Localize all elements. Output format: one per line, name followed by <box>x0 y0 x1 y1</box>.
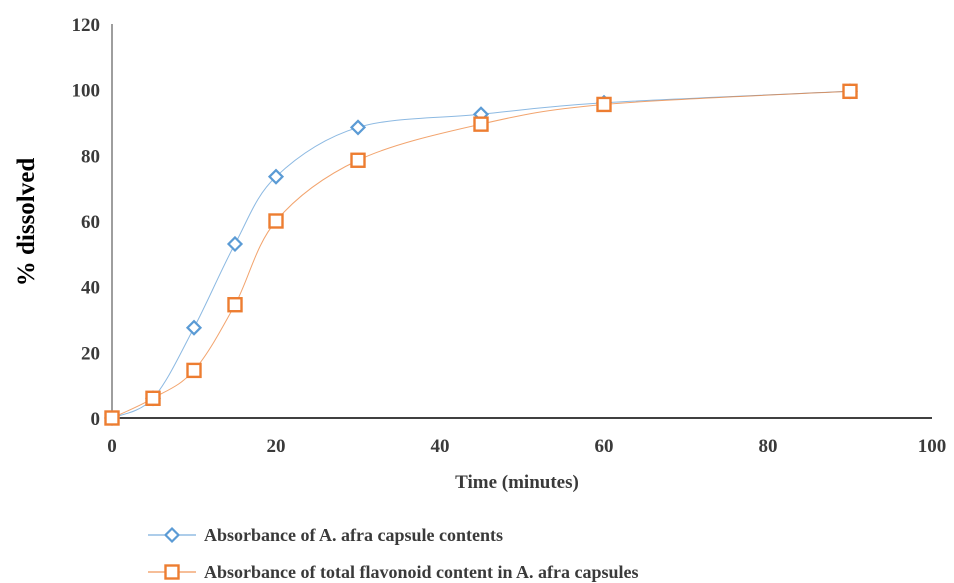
y-tick-label: 120 <box>72 15 101 36</box>
x-tick-label: 80 <box>759 436 778 457</box>
data-point <box>226 235 244 253</box>
data-point <box>349 119 367 136</box>
x-tick-label: 20 <box>267 436 286 457</box>
legend-label: Absorbance of A. afra capsule contents <box>204 525 503 545</box>
data-point <box>842 83 858 100</box>
data-point <box>186 362 202 379</box>
x-tick-label: 100 <box>918 436 947 457</box>
legend-item: Absorbance of A. afra capsule contents <box>148 525 503 545</box>
legend-marker <box>163 526 181 544</box>
data-point <box>473 116 489 132</box>
data-point <box>185 319 203 336</box>
y-tick-label: 80 <box>81 146 100 167</box>
data-point <box>104 410 120 426</box>
y-tick-label: 40 <box>81 278 100 299</box>
series-line <box>111 90 851 419</box>
x-tick-label: 0 <box>107 436 117 457</box>
y-tick-label: 60 <box>81 212 100 233</box>
legend-marker <box>164 564 180 580</box>
series-layer <box>103 83 859 427</box>
series-1 <box>103 83 859 427</box>
y-axis-title: % dissolved <box>13 158 40 287</box>
x-tick-label: 40 <box>431 436 450 457</box>
x-axis-title: Time (minutes) <box>455 472 579 493</box>
data-point <box>267 168 285 185</box>
data-point <box>596 96 612 113</box>
data-point <box>145 390 161 406</box>
legend: Absorbance of A. afra capsule contents Ab… <box>148 525 639 582</box>
y-tick-labels: 0 20 40 60 80 100 120 <box>72 15 101 430</box>
y-tick-label: 20 <box>81 343 100 364</box>
x-tick-label: 60 <box>595 436 614 457</box>
data-point <box>268 213 284 229</box>
y-tick-label: 0 <box>91 409 101 430</box>
legend-label: Absorbance of total flavonoid content in… <box>204 562 639 582</box>
series-line <box>111 90 851 419</box>
x-tick-labels: 0 20 40 60 80 100 <box>107 436 946 457</box>
series-2 <box>104 83 858 426</box>
data-point <box>227 297 243 313</box>
legend-item: Absorbance of total flavonoid content in… <box>148 562 639 582</box>
data-point <box>350 152 366 168</box>
y-tick-label: 100 <box>72 81 101 102</box>
